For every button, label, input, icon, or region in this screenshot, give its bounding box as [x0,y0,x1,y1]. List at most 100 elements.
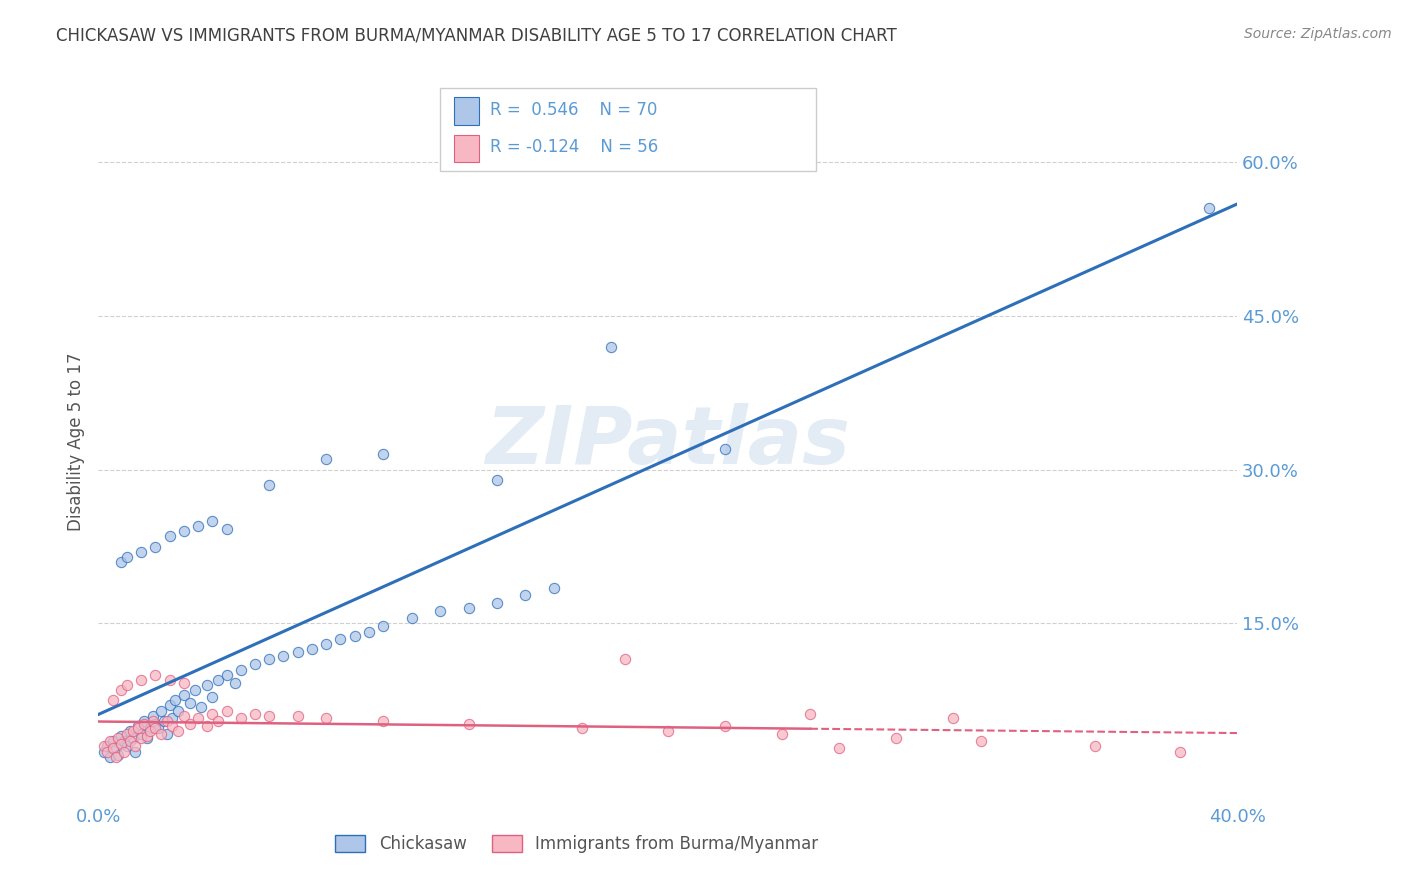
Y-axis label: Disability Age 5 to 17: Disability Age 5 to 17 [66,352,84,531]
Point [243,657,266,672]
Point [1170,745,1192,759]
Point [104,741,127,756]
Point [129,545,152,559]
Point [167,724,190,739]
Point [129,731,152,746]
Point [150,727,173,741]
Point [828,741,851,756]
Text: R = -0.124    N = 56: R = -0.124 N = 56 [491,138,658,156]
Point [614,652,637,666]
Point [173,676,195,690]
Text: ZIPatlas: ZIPatlas [485,402,851,481]
Point [259,652,281,666]
Point [457,717,479,731]
Point [132,714,155,728]
Point [201,690,224,705]
Point [107,731,129,746]
Point [179,697,201,711]
Point [224,676,246,690]
Point [148,721,170,735]
Legend: Chickasaw, Immigrants from Burma/Myanmar: Chickasaw, Immigrants from Burma/Myanmar [329,828,825,860]
Point [215,667,238,681]
Point [229,711,252,725]
Point [343,629,366,643]
Point [179,717,201,731]
Point [190,700,212,714]
Point [884,731,907,746]
Point [118,724,141,739]
Point [657,724,679,739]
Point [156,727,179,741]
Point [1198,202,1220,216]
Point [373,714,395,728]
Point [187,519,209,533]
Point [184,683,207,698]
Point [135,729,157,743]
Point [115,678,138,692]
Point [129,727,152,741]
Point [107,747,129,762]
Point [127,721,149,735]
Bar [454,135,479,162]
Point [115,727,138,741]
Point [145,717,167,731]
Point [98,734,121,748]
Point [141,708,163,723]
Point [93,745,115,759]
Point [173,708,195,723]
FancyBboxPatch shape [440,87,815,170]
Point [373,447,395,461]
Point [112,745,135,759]
Point [141,714,163,728]
Point [98,749,121,764]
Point [173,688,195,702]
Point [571,721,593,735]
Point [138,724,160,739]
Point [138,721,160,735]
Point [162,711,184,725]
Point [110,729,132,743]
Point [150,704,173,718]
Point [145,667,167,681]
Point [486,473,509,487]
Point [110,738,132,752]
Point [714,442,737,457]
Point [159,698,181,713]
Text: R =  0.546    N = 70: R = 0.546 N = 70 [491,101,658,119]
Point [942,711,965,725]
Point [101,693,124,707]
Point [401,611,423,625]
Point [159,529,181,543]
Point [115,739,138,754]
Point [1084,739,1107,754]
Point [207,673,229,687]
Point [373,618,395,632]
Point [145,540,167,554]
Point [201,706,224,721]
Point [259,478,281,492]
Point [101,734,124,748]
Point [315,711,337,725]
Point [187,711,209,725]
Point [101,741,124,756]
Point [93,739,115,754]
Point [770,727,793,741]
Point [215,704,238,718]
Point [515,588,537,602]
Point [201,514,224,528]
Point [243,706,266,721]
Point [207,714,229,728]
Point [165,693,187,707]
Text: CHICKASAW VS IMMIGRANTS FROM BURMA/MYANMAR DISABILITY AGE 5 TO 17 CORRELATION CH: CHICKASAW VS IMMIGRANTS FROM BURMA/MYANM… [56,27,897,45]
Point [129,673,152,687]
Point [127,719,149,733]
Point [153,714,176,728]
Point [287,708,309,723]
Point [486,596,509,610]
Point [457,601,479,615]
Point [159,673,181,687]
Point [215,522,238,536]
Point [124,745,146,759]
Point [229,663,252,677]
Point [315,637,337,651]
